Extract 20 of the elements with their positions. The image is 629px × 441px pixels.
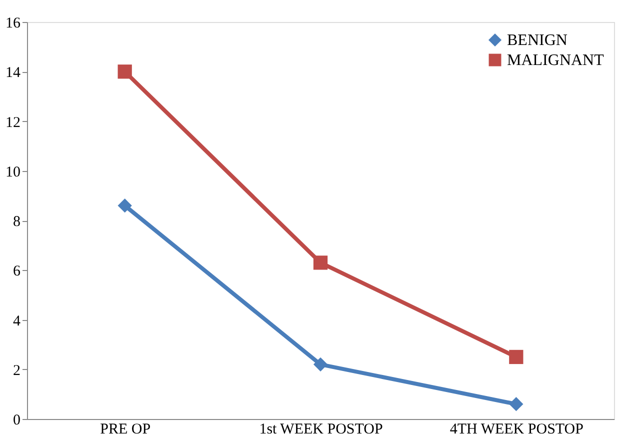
y-tick-label: 12 xyxy=(6,114,20,131)
y-tick-label: 6 xyxy=(13,264,21,280)
x-tick-label: 4TH WEEK POSTOP xyxy=(450,422,584,438)
point xyxy=(118,64,132,79)
point xyxy=(118,198,132,213)
point xyxy=(313,256,328,270)
x-tick-label: PRE OP xyxy=(100,422,151,438)
x-tick-label: 1st WEEK POSTOP xyxy=(259,422,383,438)
legend-label: MALIGNANT xyxy=(507,52,604,69)
y-tick-label: 10 xyxy=(6,164,20,180)
y-tick-label: 4 xyxy=(13,313,21,330)
y-tick-label: 8 xyxy=(13,214,20,230)
y-tick-label: 0 xyxy=(13,412,20,428)
legend-label: BENIGN xyxy=(507,32,568,49)
point xyxy=(313,357,328,372)
point xyxy=(509,350,524,364)
y-tick-label: 2 xyxy=(13,362,20,379)
y-tick-label: 14 xyxy=(6,65,21,82)
point xyxy=(509,397,524,412)
y-tick-label: 16 xyxy=(6,16,21,32)
